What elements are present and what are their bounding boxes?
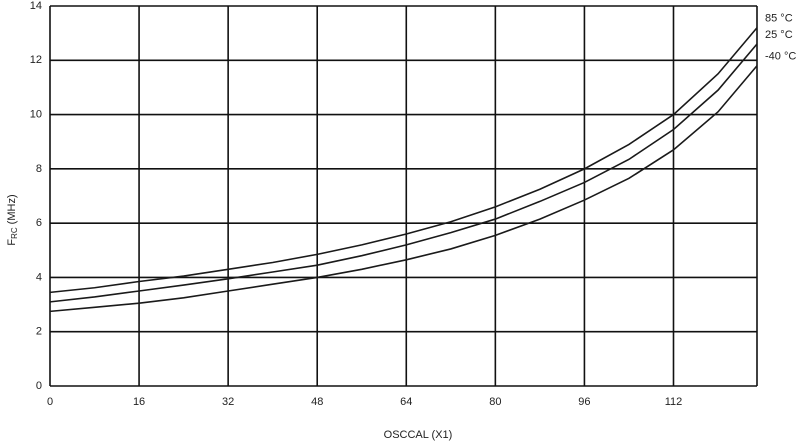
y-axis-label: FRC (MHz)	[6, 194, 19, 245]
line	[49, 43, 758, 303]
y-tick-label: 6	[36, 217, 42, 229]
y-tick-label: 14	[30, 0, 42, 12]
x-tick-label: 0	[47, 396, 53, 408]
line	[49, 65, 758, 313]
legend-label: -40 °C	[765, 51, 796, 63]
y-tick-label: 8	[36, 163, 42, 175]
y-tick-label: 12	[30, 54, 42, 66]
x-tick-label: 96	[578, 396, 590, 408]
x-tick-label: 80	[489, 396, 501, 408]
x-axis-label: OSCCAL (X1)	[384, 429, 453, 441]
x-tick-label: 16	[133, 396, 145, 408]
y-tick-label: 0	[36, 380, 42, 392]
x-tick-label: 112	[665, 396, 683, 408]
legend-label: 85 °C	[765, 13, 793, 25]
y-tick-label: 4	[36, 271, 42, 283]
y-label-unit: (MHz)	[6, 194, 18, 224]
y-tick-label: 2	[36, 326, 42, 338]
y-label-sub: RC	[10, 227, 19, 239]
line	[49, 27, 758, 294]
x-tick-label: 48	[311, 396, 323, 408]
x-tick-label: 32	[222, 396, 234, 408]
y-tick-label: 10	[30, 108, 42, 120]
legend-label: 25 °C	[765, 29, 793, 41]
x-tick-label: 64	[400, 396, 412, 408]
y-label-main: F	[6, 239, 18, 246]
